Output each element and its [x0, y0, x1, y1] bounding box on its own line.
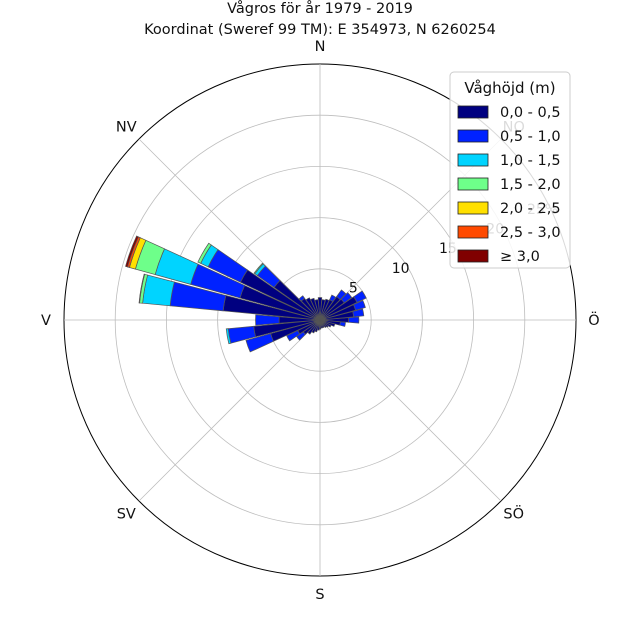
legend-label: 1,0 - 1,5: [500, 153, 561, 169]
legend-swatch: [457, 153, 489, 167]
direction-label: SÖ: [503, 505, 524, 523]
rose-bar-segment: [340, 292, 353, 304]
direction-label: Ö: [588, 311, 599, 329]
direction-label: V: [41, 313, 51, 329]
radial-tick-label: 5: [349, 280, 358, 296]
legend-label: 0,5 - 1,0: [500, 129, 561, 145]
legend-swatch: [457, 201, 489, 215]
grid-spoke: [138, 319, 321, 502]
legend-swatch: [457, 129, 489, 143]
rose-bar-segment: [296, 331, 306, 341]
legend-swatch: [457, 177, 489, 191]
rose-bar-segment: [317, 297, 323, 321]
direction-label: SV: [117, 507, 136, 523]
legend-label: 2,0 - 2,5: [500, 201, 561, 217]
rose-bar-segment: [352, 308, 365, 318]
legend: Våghöjd (m) 0,0 - 0,5 0,5 - 1,0 1,0 - 1,5 1,…: [449, 71, 571, 269]
sector-bars: [125, 235, 367, 353]
legend-label: ≥ 3,0: [500, 249, 540, 265]
chart-subtitle: Koordinat (Sweref 99 TM): E 354973, N 62…: [144, 22, 496, 38]
rose-bar-segment: [286, 330, 301, 342]
legend-box: [449, 71, 571, 269]
rose-bar-segment: [329, 294, 337, 302]
legend-swatch: [457, 105, 489, 119]
rose-bar-segment: [310, 297, 321, 321]
direction-label: S: [315, 587, 324, 603]
rose-bar-segment: [305, 297, 321, 321]
chart-title: Vågros för år 1979 - 2019: [227, 0, 413, 17]
rose-bar-segment: [253, 262, 264, 275]
legend-swatch: [457, 249, 489, 263]
rose-bar-segment: [336, 289, 347, 301]
rose-bar-segment: [142, 274, 175, 307]
rose-bar-segment: [348, 316, 360, 324]
rose-bar-segment: [138, 273, 145, 304]
rose-bar-segment: [197, 242, 212, 264]
rose-bar-segment: [353, 299, 366, 311]
rose-bar-segment: [339, 321, 346, 327]
legend-title: Våghöjd (m): [464, 79, 555, 97]
direction-label: NV: [116, 119, 137, 135]
rose-bar-segment: [125, 235, 139, 268]
legend-swatch: [457, 225, 489, 239]
rose-bar-segment: [353, 290, 367, 303]
legend-label: 1,5 - 2,0: [500, 177, 561, 193]
radial-tick-label: 10: [392, 261, 410, 277]
rose-bar-segment: [314, 299, 321, 321]
rose-bar-segment: [255, 314, 280, 326]
legend-label: 2,5 - 3,0: [500, 225, 561, 241]
rose-bar-segment: [225, 328, 232, 345]
rose-bar-segment: [245, 333, 274, 353]
direction-label: N: [315, 39, 326, 55]
legend-label: 0,0 - 0,5: [500, 105, 561, 121]
grid-spoke: [319, 319, 502, 502]
rose-bar-segment: [298, 295, 306, 302]
